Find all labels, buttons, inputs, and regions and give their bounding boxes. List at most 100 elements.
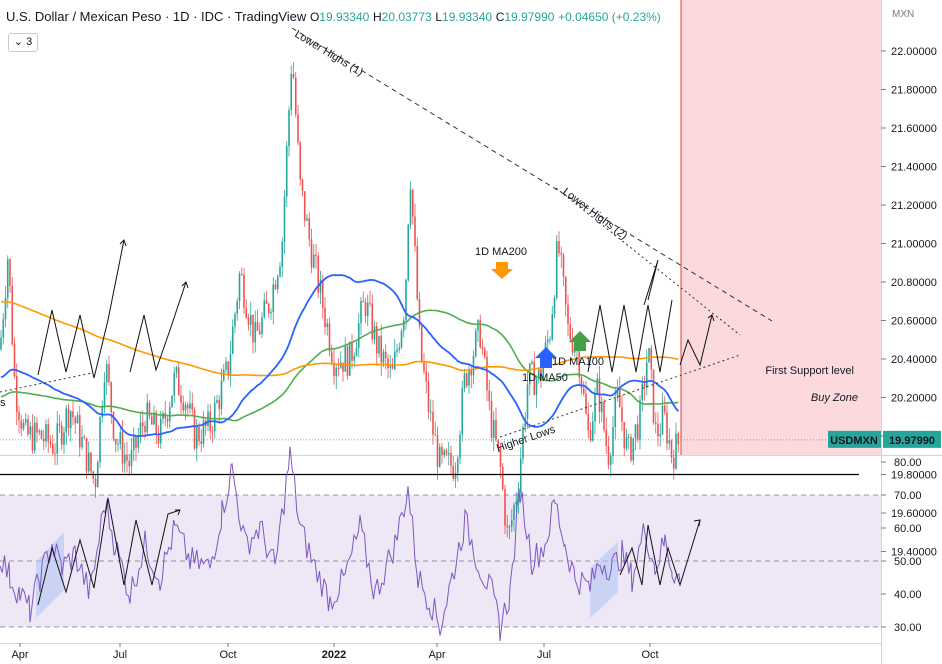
- candle-body: [623, 421, 626, 449]
- candle-body: [126, 454, 128, 461]
- candle-body: [310, 239, 313, 268]
- candle-body: [362, 301, 365, 303]
- ma200-line: [0, 300, 679, 377]
- candle-body: [528, 363, 531, 385]
- open-letter: O: [309, 10, 320, 24]
- candle-body: [398, 347, 401, 350]
- candle-body: [67, 408, 70, 429]
- candle-body: [659, 434, 662, 437]
- candle-body: [396, 349, 398, 353]
- candle-body: [202, 420, 205, 444]
- candle-body: [380, 335, 383, 363]
- candle-body: [231, 326, 234, 354]
- future-zone: [681, 0, 881, 455]
- candle-body: [366, 302, 369, 316]
- candle-body: [387, 358, 389, 368]
- candle-body: [560, 253, 563, 255]
- candle-body: [641, 383, 644, 401]
- candle-body: [411, 189, 414, 217]
- left-support-trendline: [0, 372, 93, 393]
- candle-body: [121, 432, 124, 464]
- chevron-down-icon: ⌄: [13, 36, 24, 48]
- candle-body: [63, 432, 65, 445]
- candle-body: [105, 364, 108, 383]
- low-letter: L: [435, 10, 443, 24]
- candle-body: [470, 368, 473, 376]
- candle-body: [416, 246, 419, 300]
- candle-body: [490, 401, 493, 438]
- wave-projection-2: [129, 281, 187, 373]
- buy-zone-label: Buy Zone: [811, 392, 858, 404]
- rsi-channel-highlight-2: [590, 542, 618, 618]
- candle-body: [225, 361, 227, 370]
- candle-body: [114, 438, 117, 445]
- rsi-tick-label: 80.00: [894, 457, 922, 469]
- candle-body: [630, 436, 632, 461]
- candle-body: [315, 254, 317, 257]
- candle-body: [654, 422, 657, 424]
- wave-arrowhead-3: [707, 314, 715, 322]
- candle-body: [355, 348, 358, 356]
- candle-body: [504, 488, 506, 526]
- cut-label: s: [0, 397, 6, 409]
- candle-body: [283, 196, 286, 242]
- candle-body: [243, 274, 245, 308]
- time-tick-label: Jul: [537, 649, 551, 661]
- candle-body: [69, 411, 72, 429]
- lower-highs-1-label: Lower Highs (1): [292, 28, 365, 78]
- candle-body: [522, 426, 524, 459]
- candle-body: [594, 394, 596, 422]
- candle-body: [175, 367, 178, 373]
- candle-body: [461, 388, 464, 435]
- candle-body: [488, 390, 491, 402]
- price-tick-label: 19.60000: [891, 508, 937, 520]
- price-tag-bg: [883, 430, 941, 448]
- candle-body: [31, 426, 34, 451]
- candle-body: [198, 427, 200, 442]
- candle-body: [348, 341, 351, 376]
- candle-body: [515, 501, 518, 505]
- candle-body: [364, 302, 367, 316]
- candle-body: [306, 218, 308, 221]
- candle-body: [677, 433, 680, 445]
- candle-body: [56, 423, 59, 454]
- high-letter: H: [372, 10, 382, 24]
- candle-body: [290, 73, 293, 110]
- candle-body: [207, 411, 209, 427]
- candle-body: [558, 241, 560, 254]
- candle-body: [605, 429, 608, 447]
- candle-body: [288, 109, 290, 147]
- candle-body: [492, 419, 495, 438]
- candle-body: [173, 372, 176, 396]
- candle-body: [531, 361, 533, 364]
- candle-body: [501, 466, 504, 489]
- candle-body: [11, 286, 14, 345]
- candle-body: [645, 362, 648, 388]
- price-tick-label: 21.00000: [891, 239, 937, 251]
- candle-body: [220, 380, 223, 410]
- candle-body: [281, 241, 284, 267]
- candle-body: [571, 339, 574, 353]
- indicators-toggle-button[interactable]: ⌄ 3: [8, 33, 38, 52]
- candle-body: [427, 381, 430, 412]
- candle-body: [432, 411, 434, 435]
- candle-body: [621, 407, 623, 422]
- candle-body: [477, 320, 479, 331]
- candle-body: [135, 435, 137, 448]
- candle-body: [634, 424, 637, 439]
- candle-body: [216, 400, 218, 403]
- candle-body: [537, 369, 540, 380]
- price-tick-label: 20.60000: [891, 316, 937, 328]
- candle-body: [454, 473, 457, 479]
- candle-body: [103, 382, 106, 407]
- candle-body: [184, 404, 187, 411]
- candle-body: [389, 365, 392, 368]
- candle-body: [144, 425, 146, 433]
- price-tag-label: 19.97990: [889, 435, 935, 447]
- candle-body: [497, 439, 500, 448]
- candle-body: [553, 297, 556, 315]
- ma50-up-arrow: [535, 347, 557, 368]
- candle-body: [130, 450, 133, 467]
- candle-body: [648, 348, 650, 363]
- candle-body: [555, 241, 558, 298]
